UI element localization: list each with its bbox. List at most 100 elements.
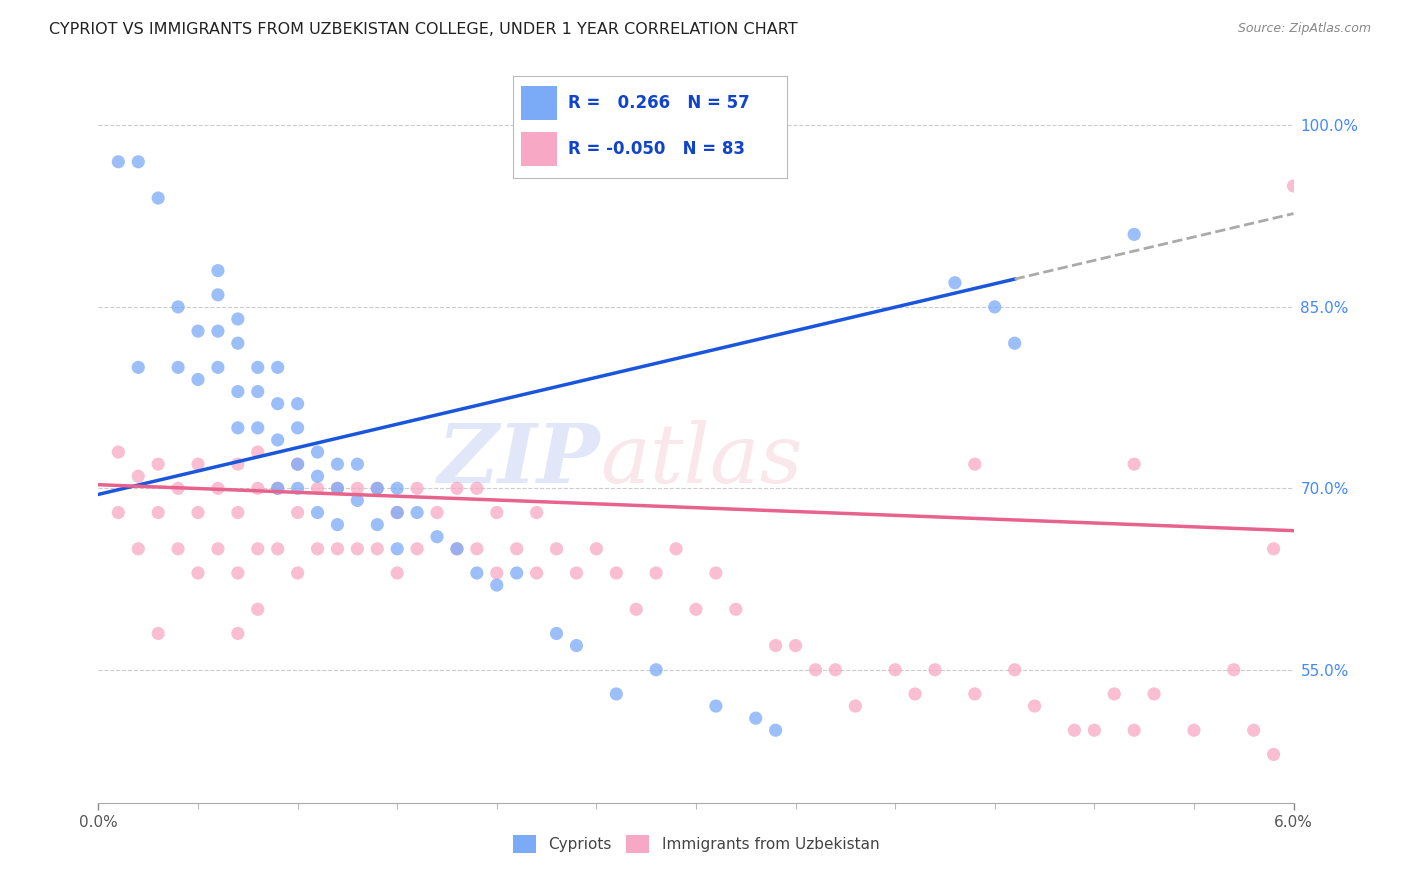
Point	[943, 276, 966, 290]
Point	[984, 300, 1007, 314]
Point	[107, 506, 129, 520]
Point	[506, 541, 529, 556]
Text: R = -0.050   N = 83: R = -0.050 N = 83	[568, 140, 745, 158]
Point	[704, 699, 727, 714]
Point	[167, 481, 190, 495]
Point	[446, 541, 468, 556]
Point	[207, 263, 229, 277]
Point	[465, 566, 488, 580]
Point	[366, 517, 388, 532]
Point	[1123, 227, 1146, 242]
Point	[1004, 663, 1026, 677]
Point	[267, 360, 290, 375]
Point	[385, 481, 409, 495]
Point	[267, 433, 290, 447]
Point	[326, 457, 349, 471]
Point	[924, 663, 946, 677]
Point	[385, 541, 409, 556]
Point	[267, 397, 290, 411]
Point	[406, 506, 429, 520]
Point	[1104, 687, 1126, 701]
Point	[326, 517, 349, 532]
Point	[226, 566, 249, 580]
Point	[446, 541, 468, 556]
Bar	[522, 87, 557, 120]
Point	[765, 639, 787, 653]
Point	[246, 541, 269, 556]
Point	[326, 541, 349, 556]
Point	[287, 421, 309, 435]
Point	[307, 506, 329, 520]
Point	[346, 457, 368, 471]
Point	[366, 481, 388, 495]
Point	[127, 360, 149, 375]
Point	[465, 481, 488, 495]
Point	[226, 506, 249, 520]
Point	[665, 541, 688, 556]
Point	[526, 566, 548, 580]
Point	[226, 336, 249, 351]
Point	[207, 541, 229, 556]
Point	[127, 469, 149, 483]
Point	[844, 699, 866, 714]
Point	[446, 481, 468, 495]
Point	[605, 566, 627, 580]
Point	[785, 639, 807, 653]
Point	[704, 566, 727, 580]
Point	[565, 566, 588, 580]
Point	[1182, 723, 1205, 738]
Point	[485, 578, 508, 592]
Point	[1123, 723, 1146, 738]
Point	[346, 481, 368, 495]
Point	[307, 541, 329, 556]
Point	[207, 481, 229, 495]
Point	[526, 506, 548, 520]
Point	[267, 481, 290, 495]
Point	[645, 566, 668, 580]
Text: ZIP: ZIP	[437, 420, 600, 500]
Point	[187, 372, 209, 386]
Point	[546, 626, 568, 640]
Point	[366, 481, 388, 495]
Point	[605, 687, 627, 701]
Point	[207, 360, 229, 375]
Point	[226, 626, 249, 640]
Point	[167, 541, 190, 556]
Point	[804, 663, 827, 677]
Text: CYPRIOT VS IMMIGRANTS FROM UZBEKISTAN COLLEGE, UNDER 1 YEAR CORRELATION CHART: CYPRIOT VS IMMIGRANTS FROM UZBEKISTAN CO…	[49, 22, 797, 37]
Point	[127, 154, 149, 169]
Point	[187, 324, 209, 338]
Point	[246, 602, 269, 616]
Legend: Cypriots, Immigrants from Uzbekistan: Cypriots, Immigrants from Uzbekistan	[506, 829, 886, 859]
Point	[207, 288, 229, 302]
Point	[287, 457, 309, 471]
Point	[307, 469, 329, 483]
Point	[1063, 723, 1085, 738]
Point	[267, 541, 290, 556]
Point	[246, 481, 269, 495]
Point	[246, 421, 269, 435]
Point	[167, 300, 190, 314]
Point	[346, 541, 368, 556]
Point	[963, 687, 986, 701]
Point	[1143, 687, 1166, 701]
Point	[385, 566, 409, 580]
Point	[1123, 457, 1146, 471]
Point	[246, 384, 269, 399]
Point	[426, 506, 449, 520]
Text: R =   0.266   N = 57: R = 0.266 N = 57	[568, 94, 749, 112]
Point	[127, 541, 149, 556]
Point	[226, 384, 249, 399]
Point	[167, 360, 190, 375]
Point	[824, 663, 846, 677]
Point	[546, 541, 568, 556]
Point	[385, 506, 409, 520]
Point	[1083, 723, 1105, 738]
Point	[426, 530, 449, 544]
Point	[366, 541, 388, 556]
Point	[287, 397, 309, 411]
Point	[963, 457, 986, 471]
Point	[884, 663, 907, 677]
Point	[1263, 747, 1285, 762]
Point	[226, 421, 249, 435]
